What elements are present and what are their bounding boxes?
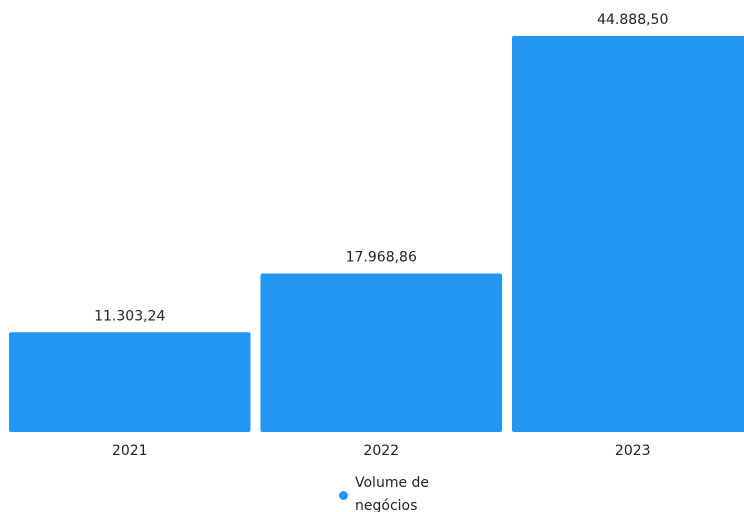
bars-group (9, 36, 744, 432)
legend[interactable]: Volume de negócios (339, 475, 429, 512)
x-tick-label-2021: 2021 (112, 443, 148, 459)
x-tick-label-2022: 2022 (363, 443, 399, 459)
legend-label-line-1: Volume de (355, 475, 429, 491)
x-tick-label-2023: 2023 (615, 443, 651, 459)
legend-label-line-2: negócios (355, 498, 417, 512)
data-label-2022: 17.968,86 (346, 249, 417, 265)
legend-marker-volume-de-negocios (339, 491, 348, 500)
bar-2021[interactable] (9, 332, 251, 432)
x-axis-tick-labels: 2021 2022 2023 (112, 443, 651, 459)
bar-2023[interactable] (512, 36, 744, 432)
data-label-2021: 11.303,24 (94, 308, 165, 324)
bar-2022[interactable] (260, 273, 503, 432)
value-labels-group: 11.303,24 17.968,86 44.888,50 (94, 12, 668, 324)
data-label-2023: 44.888,50 (597, 12, 668, 28)
